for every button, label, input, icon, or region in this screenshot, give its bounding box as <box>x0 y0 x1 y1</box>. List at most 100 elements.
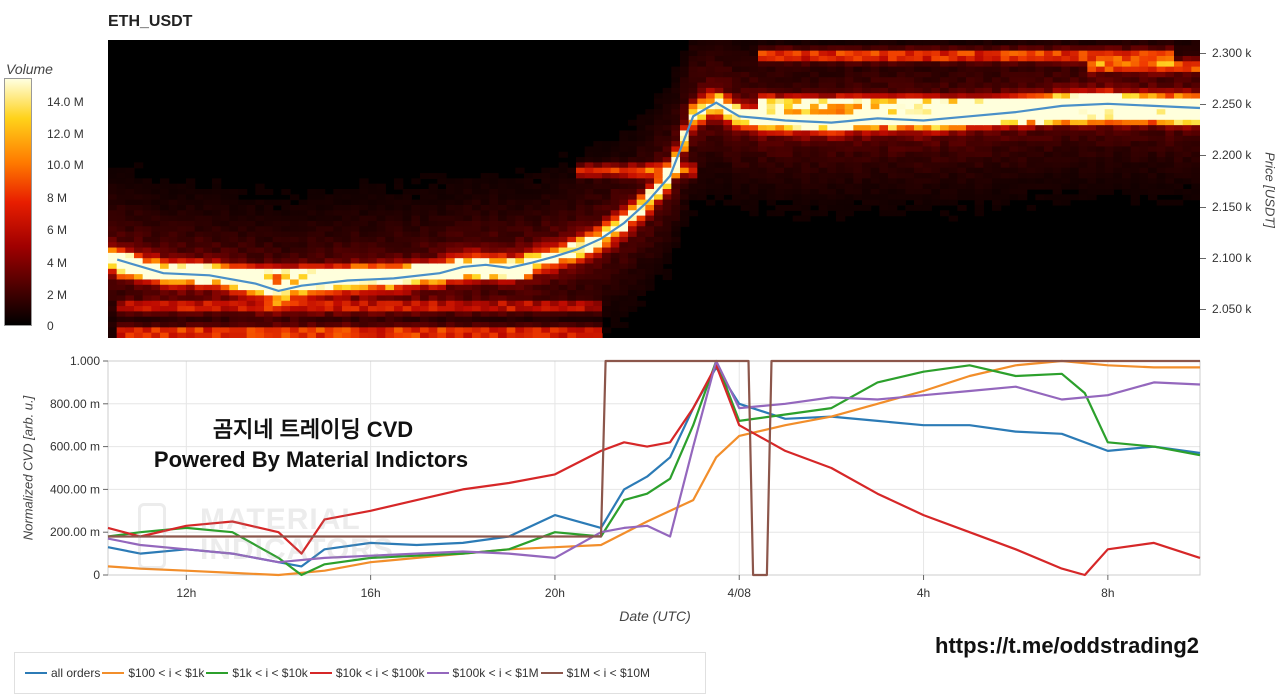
heatmap-cell <box>350 231 360 238</box>
heatmap-cell <box>281 247 291 254</box>
heatmap-cell <box>784 157 794 163</box>
heatmap-cell <box>818 178 828 185</box>
heatmap-cell <box>1165 135 1175 142</box>
heatmap-cell <box>1174 173 1184 179</box>
heatmap-cell <box>116 189 126 195</box>
heatmap-cell <box>324 311 334 318</box>
heatmap-cell <box>134 290 144 297</box>
legend-item-all-orders[interactable]: all orders <box>25 666 100 680</box>
heatmap-cell <box>740 71 750 78</box>
legend-item-1k-10k[interactable]: $1k < i < $10k <box>206 666 308 680</box>
heatmap-cell <box>264 268 274 275</box>
heatmap-cell <box>168 284 178 291</box>
heatmap-cell <box>1078 109 1088 116</box>
heatmap-cell <box>792 215 802 222</box>
heatmap-cell <box>879 199 889 206</box>
heatmap-cell <box>810 167 820 174</box>
heatmap-cell <box>922 77 932 84</box>
heatmap-cell <box>134 162 144 169</box>
heatmap-cell <box>836 125 846 132</box>
heatmap-cell <box>680 162 690 169</box>
heatmap-cell <box>186 178 196 185</box>
heatmap-cell <box>1104 119 1114 126</box>
price-tick-mark <box>1200 53 1206 54</box>
heatmap-cell <box>567 290 577 297</box>
heatmap-cell <box>888 141 898 148</box>
heatmap-cell <box>324 290 334 297</box>
heatmap-cell <box>125 210 135 217</box>
heatmap-cell <box>888 61 898 68</box>
telegram-link[interactable]: https://t.me/oddstrading2 <box>935 633 1199 658</box>
heatmap-cell <box>810 141 820 148</box>
heatmap-cell <box>957 146 967 153</box>
heatmap-cell <box>1087 40 1097 46</box>
heatmap-cell <box>368 215 378 222</box>
heatmap-cell <box>532 274 542 281</box>
heatmap-cell <box>151 322 161 328</box>
heatmap-cell <box>480 316 490 323</box>
heatmap-cell <box>749 66 759 73</box>
heatmap-cell <box>827 66 837 73</box>
legend-item-100k-1m[interactable]: $100k < i < $1M <box>426 666 539 680</box>
heatmap-cell <box>792 87 802 94</box>
heatmap-cell <box>567 183 577 190</box>
heatmap-cell <box>281 226 291 233</box>
heatmap-cell <box>1122 66 1132 73</box>
heatmap-cell <box>1113 162 1123 169</box>
heatmap-cell <box>671 151 681 158</box>
heatmap-cell <box>203 210 213 217</box>
heatmap-cell <box>1113 119 1123 126</box>
heatmap-cell <box>1130 61 1140 68</box>
heatmap-cell <box>879 119 889 126</box>
legend-label: $1M < i < $10M <box>566 666 650 680</box>
heatmap-cell <box>281 284 291 291</box>
heatmap-cell <box>619 194 629 201</box>
heatmap-cell <box>420 194 430 201</box>
heatmap-cell <box>203 258 213 265</box>
heatmap-cell <box>1061 103 1071 110</box>
heatmap-cell <box>1026 71 1036 78</box>
heatmap-cell <box>619 167 629 174</box>
legend-item-100-1k[interactable]: $100 < i < $1k <box>102 666 204 680</box>
heatmap-cell <box>836 199 846 206</box>
heatmap-cell <box>948 103 958 110</box>
heatmap-cell <box>662 109 672 116</box>
heatmap-cell <box>905 178 915 185</box>
heatmap-cell <box>220 263 230 270</box>
heatmap-cell <box>116 226 126 233</box>
heatmap-cell <box>714 109 724 116</box>
heatmap-cell <box>992 82 1002 89</box>
heatmap-cell <box>593 316 603 323</box>
heatmap-cell <box>333 215 343 222</box>
heatmap-cell <box>914 130 924 137</box>
heatmap-cell <box>116 242 126 249</box>
heatmap-cell <box>983 178 993 185</box>
heatmap-cell <box>896 71 906 78</box>
heatmap-cell <box>862 189 872 195</box>
heatmap-cell <box>1148 157 1158 163</box>
heatmap-cell <box>940 71 950 78</box>
heatmap-cell <box>246 300 256 307</box>
heatmap-cell <box>524 242 534 249</box>
heatmap-cell <box>134 183 144 190</box>
heatmap-cell <box>680 146 690 153</box>
heatmap-cell <box>784 204 794 211</box>
heatmap-cell <box>758 162 768 169</box>
heatmap-cell <box>818 50 828 57</box>
heatmap-cell <box>532 247 542 254</box>
heatmap-cell <box>870 82 880 89</box>
heatmap-cell <box>446 258 456 265</box>
heatmap-cell <box>818 45 828 52</box>
heatmap-cell <box>1148 40 1158 46</box>
heatmap-cell <box>1070 146 1080 153</box>
order-book-heatmap[interactable] <box>108 40 1200 338</box>
heatmap-cell <box>333 220 343 227</box>
heatmap-cell <box>255 258 265 265</box>
heatmap-cell <box>810 130 820 137</box>
heatmap-cell <box>1026 77 1036 84</box>
heatmap-cell <box>870 119 880 126</box>
heatmap-cell <box>359 274 369 281</box>
legend-item-1m-10m[interactable]: $1M < i < $10M <box>540 666 650 680</box>
legend-item-10k-100k[interactable]: $10k < i < $100k <box>309 666 425 680</box>
